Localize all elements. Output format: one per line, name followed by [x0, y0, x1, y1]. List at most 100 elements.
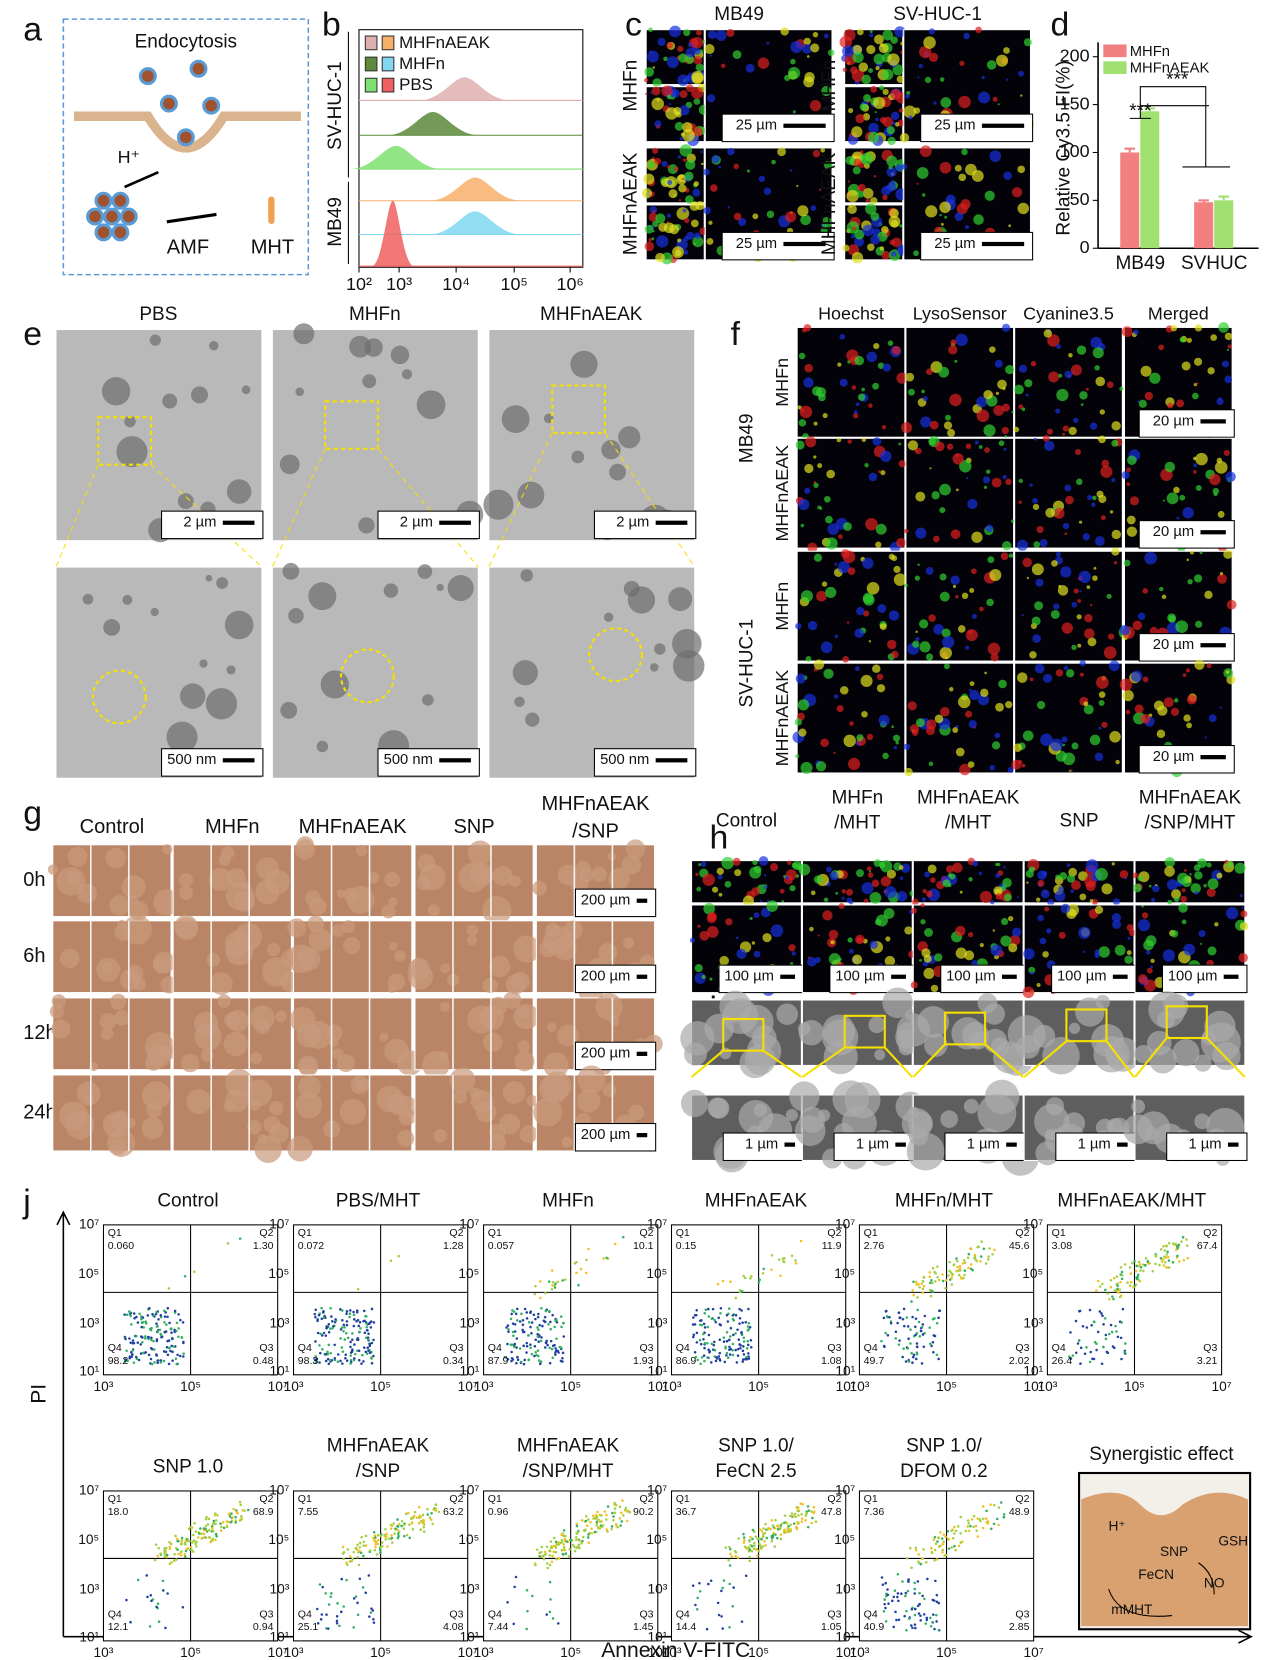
- event: [944, 1535, 947, 1539]
- texture: [854, 666, 860, 672]
- event: [695, 1341, 699, 1344]
- zoom-box: [722, 1017, 765, 1052]
- texture: [206, 952, 221, 967]
- texture: [693, 98, 701, 105]
- texture: [677, 238, 682, 243]
- event: [1116, 1282, 1120, 1285]
- event: [514, 1575, 518, 1579]
- event: [915, 1351, 919, 1354]
- event: [765, 1536, 769, 1540]
- texture: [770, 924, 784, 938]
- y-tick-label: 10⁵: [268, 1266, 289, 1281]
- event: [793, 1512, 797, 1516]
- event: [785, 1530, 788, 1534]
- texture: [847, 757, 861, 771]
- texture: [1079, 672, 1084, 677]
- event: [329, 1327, 332, 1330]
- texture: [706, 94, 716, 103]
- texture: [672, 650, 705, 682]
- texture: [904, 926, 913, 935]
- texture: [621, 855, 642, 875]
- event: [372, 1621, 376, 1624]
- event: [1186, 1256, 1190, 1260]
- texture: [1100, 515, 1106, 521]
- event: [554, 1353, 557, 1356]
- texture: [1008, 553, 1014, 558]
- texture: [813, 659, 825, 670]
- event: [325, 1613, 328, 1616]
- event: [884, 1331, 887, 1335]
- event: [736, 1328, 739, 1331]
- scheme-label: H⁺: [1108, 1518, 1125, 1533]
- texture: [1111, 421, 1121, 431]
- legend-swatch: [364, 35, 378, 51]
- texture: [355, 844, 368, 857]
- texture: [704, 1013, 734, 1044]
- texture: [922, 888, 928, 894]
- event: [962, 1258, 966, 1262]
- texture: [861, 387, 865, 392]
- texture: [991, 741, 1001, 750]
- event: [369, 1326, 373, 1329]
- texture: [1173, 486, 1180, 494]
- texture: [1187, 578, 1193, 585]
- event: [958, 1267, 962, 1270]
- texture: [649, 91, 652, 94]
- event: [353, 1318, 356, 1321]
- texture: [954, 359, 958, 363]
- texture: [692, 236, 704, 248]
- nanoparticle: [176, 128, 195, 147]
- event: [1002, 1515, 1005, 1519]
- membrane: [73, 111, 301, 153]
- event: [747, 1546, 750, 1549]
- texture: [1107, 1054, 1120, 1067]
- texture: [466, 935, 478, 946]
- event: [950, 1546, 954, 1549]
- event: [605, 1513, 608, 1517]
- event: [975, 1529, 978, 1532]
- texture: [868, 403, 873, 408]
- event: [610, 1527, 613, 1531]
- event: [898, 1339, 901, 1342]
- texture: [1071, 742, 1079, 750]
- event: [156, 1554, 160, 1558]
- y-tick-label: 10⁵: [834, 1532, 855, 1547]
- texture: [955, 333, 968, 347]
- event: [748, 1326, 752, 1329]
- texture: [1217, 510, 1225, 518]
- texture: [218, 854, 231, 867]
- event: [902, 1307, 906, 1311]
- event: [521, 1323, 525, 1327]
- texture: [1082, 950, 1085, 954]
- event: [355, 1548, 359, 1551]
- event: [154, 1312, 158, 1316]
- event: [318, 1344, 321, 1347]
- event: [954, 1529, 958, 1533]
- event: [156, 1330, 160, 1333]
- event: [575, 1260, 578, 1264]
- y-tick-label: 10¹: [647, 1363, 667, 1378]
- quadrant-label: Q2: [827, 1227, 841, 1239]
- texture: [1126, 950, 1132, 956]
- event: [535, 1353, 538, 1357]
- texture: [926, 890, 933, 898]
- event: [893, 1589, 897, 1592]
- event: [692, 1335, 695, 1339]
- texture: [920, 903, 925, 908]
- texture: [1068, 352, 1073, 358]
- event: [315, 1607, 319, 1611]
- event: [810, 1510, 813, 1513]
- event: [794, 1259, 797, 1262]
- event: [729, 1326, 733, 1330]
- event: [535, 1548, 539, 1551]
- texture: [879, 860, 893, 873]
- scale-bar: [636, 898, 648, 903]
- event: [124, 1337, 127, 1341]
- event: [747, 1352, 750, 1355]
- texture: [975, 26, 982, 34]
- texture: [833, 751, 836, 755]
- event: [131, 1341, 135, 1345]
- event: [176, 1548, 179, 1551]
- event: [349, 1358, 353, 1362]
- event: [364, 1591, 368, 1595]
